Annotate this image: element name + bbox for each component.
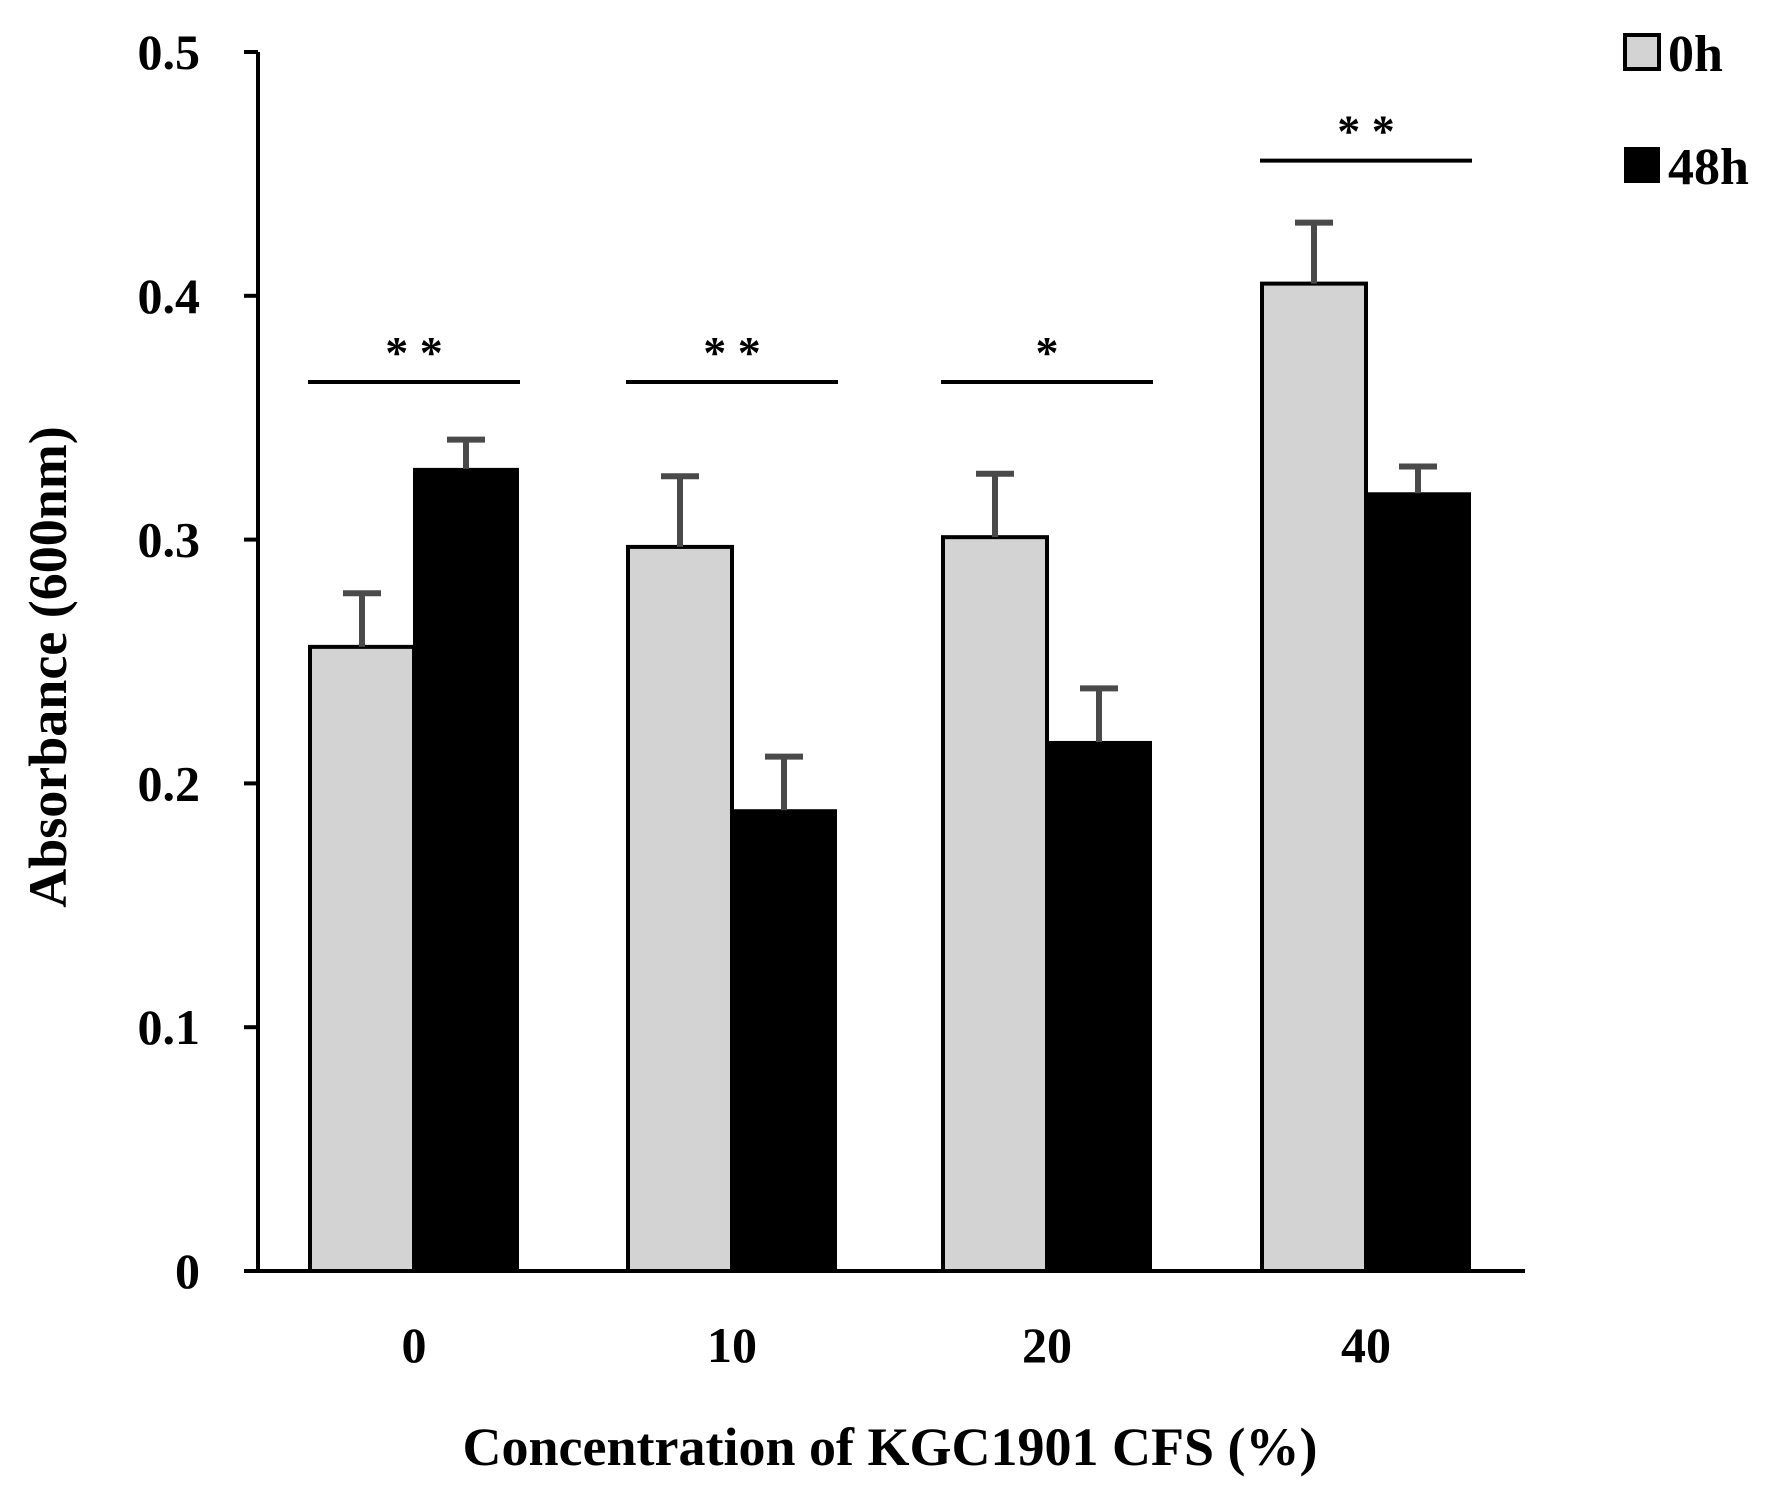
labels-group: 0 0.1 0.2 0.3 0.4 0.5 0 10 20 40 Concentration of … [18,24,1391,1477]
y-tick-label: 0.4 [138,268,201,324]
y-tick-label: 0 [175,1243,200,1299]
y-axis-title: Absorbance (600nm) [18,426,78,908]
error-bars-group [343,219,1437,811]
y-tick-label: 0.3 [138,512,201,568]
x-tick-label: 40 [1341,1317,1391,1373]
bars-group [308,281,1471,1273]
bar-48h [1046,740,1152,1272]
significance-stars: * * [1337,106,1395,157]
legend-label-48h: 48h [1668,139,1749,196]
legend: 0h 48h [1623,26,1749,196]
bar-48h [413,467,519,1272]
x-tick-label: 0 [402,1317,427,1373]
x-tick-label: 20 [1022,1317,1072,1373]
y-tick-label: 0.2 [138,755,201,811]
legend-label-0h: 0h [1668,26,1723,83]
y-tick-label: 0.5 [138,24,201,80]
y-tick-label: 0.1 [138,999,201,1055]
bar-0h [626,544,734,1273]
significance-group: * * * * * * * [308,106,1472,384]
bar-0h [1260,281,1368,1273]
bar-48h [731,809,837,1273]
significance-stars: * [1036,327,1059,378]
bar-48h [1365,492,1471,1272]
legend-swatch-48h [1624,147,1660,183]
x-axis-title: Concentration of KGC1901 CFS (%) [463,1417,1318,1477]
significance-stars: * * [385,327,443,378]
x-tick-label: 10 [707,1317,757,1373]
bar-0h [308,644,416,1273]
bar-0h [941,535,1049,1273]
significance-stars: * * [703,327,761,378]
legend-swatch-0h [1623,33,1661,71]
